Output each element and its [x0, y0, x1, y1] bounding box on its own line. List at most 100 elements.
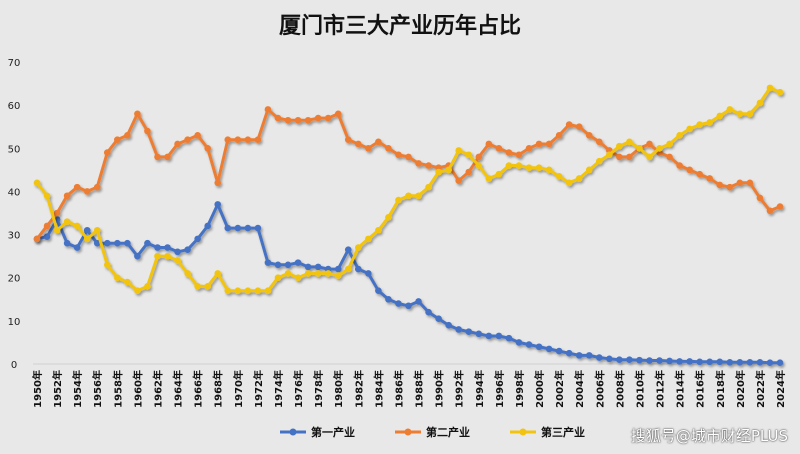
data-point [365, 270, 372, 277]
data-point [626, 138, 633, 146]
x-tick-label: 1958年 [111, 370, 124, 408]
data-point [445, 321, 452, 329]
data-point [555, 173, 563, 180]
data-point [676, 358, 683, 365]
data-point [606, 355, 613, 363]
y-tick-label: 70 [8, 58, 21, 69]
x-tick-label: 1960年 [131, 370, 144, 408]
x-tick-label: 1964年 [172, 370, 185, 408]
data-point [234, 136, 242, 143]
data-point [354, 244, 362, 251]
data-point [716, 358, 724, 366]
data-point [555, 132, 563, 139]
data-point [736, 179, 744, 187]
data-point [334, 272, 342, 279]
data-point [595, 354, 603, 361]
data-point [324, 114, 332, 122]
x-tick-label: 1954年 [71, 370, 84, 408]
data-point [174, 248, 181, 256]
data-point [294, 259, 302, 266]
x-tick-label: 2018年 [714, 370, 727, 408]
data-point [174, 140, 181, 148]
data-point [746, 110, 754, 118]
data-point [696, 170, 703, 178]
x-tick-label: 2006年 [593, 370, 606, 408]
data-point [475, 330, 483, 338]
data-point [405, 153, 412, 161]
data-point [756, 99, 764, 107]
data-point [284, 116, 292, 124]
data-point [736, 110, 744, 118]
data-point [716, 112, 724, 120]
data-point [575, 352, 583, 359]
data-point [545, 345, 553, 353]
data-point [344, 265, 352, 273]
data-point [224, 224, 232, 232]
data-point [43, 192, 51, 200]
x-tick-label: 1980年 [332, 370, 345, 408]
data-point [395, 151, 402, 159]
data-point [194, 283, 201, 290]
data-point [706, 175, 714, 182]
x-tick-label: 1998年 [513, 370, 526, 408]
y-tick-label: 0 [11, 360, 17, 371]
x-tick-label: 1966年 [192, 370, 205, 408]
data-point [304, 263, 312, 271]
data-point [344, 136, 352, 143]
data-point [485, 175, 493, 182]
data-point [776, 359, 784, 367]
data-point [465, 328, 473, 335]
data-point [405, 192, 412, 200]
data-point [274, 274, 282, 282]
data-point [565, 121, 573, 128]
x-tick-label: 1984年 [372, 370, 385, 408]
data-point [465, 168, 473, 176]
data-point [686, 166, 693, 174]
data-point [646, 153, 653, 161]
data-point [585, 166, 593, 174]
data-point [204, 283, 211, 290]
data-point [214, 270, 222, 277]
data-point [385, 214, 392, 221]
x-tick-label: 1972年 [252, 370, 265, 408]
data-point [365, 235, 372, 243]
data-point [555, 347, 563, 355]
x-tick-label: 1974年 [272, 370, 285, 408]
data-point [254, 287, 262, 294]
data-point [595, 157, 603, 165]
series-3 [33, 84, 784, 294]
x-tick-label: 1982年 [352, 370, 365, 408]
data-point [124, 132, 131, 139]
data-point [204, 222, 211, 230]
x-tick-label: 1990年 [433, 370, 446, 408]
data-point [93, 226, 101, 234]
data-point [164, 252, 171, 260]
data-point [244, 287, 252, 294]
data-point [73, 183, 81, 191]
data-point [144, 127, 151, 135]
data-point [134, 252, 141, 260]
data-point [43, 222, 51, 230]
series-1 [33, 201, 784, 367]
x-tick-label: 2024年 [774, 370, 787, 408]
data-point [585, 352, 593, 359]
data-point [656, 144, 663, 152]
data-point [93, 239, 101, 247]
data-point [696, 358, 703, 366]
data-point [314, 114, 322, 122]
data-point [525, 144, 533, 152]
legend-label: 第三产业 [541, 425, 585, 439]
data-point [124, 239, 131, 247]
data-point [103, 149, 111, 156]
data-point [766, 359, 774, 367]
data-point [234, 224, 242, 232]
data-point [224, 287, 232, 294]
data-point [565, 349, 573, 357]
data-point [525, 164, 533, 171]
x-tick-label: 1978年 [312, 370, 325, 408]
x-tick-label: 1962年 [151, 370, 164, 408]
data-point [354, 265, 362, 273]
data-point [344, 246, 352, 253]
data-point [114, 136, 121, 143]
x-tick-label: 1952年 [51, 370, 64, 408]
